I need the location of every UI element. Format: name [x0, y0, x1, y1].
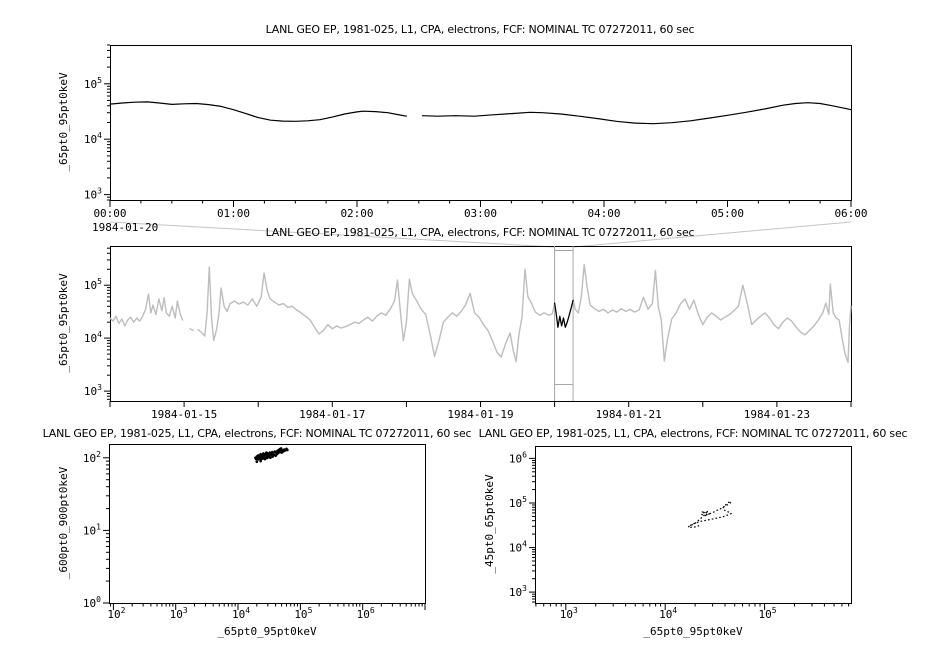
y-axis-label: _45pt0_65pt0keV	[483, 474, 496, 574]
tick-label: 105	[84, 76, 102, 91]
tick-label: 103	[84, 383, 102, 398]
series-highlighted-zoom-segment	[554, 299, 574, 328]
tick-label: 102	[107, 606, 125, 621]
plot-area[interactable]	[109, 444, 425, 603]
tick-label: 03:00	[464, 207, 497, 220]
tick-label: 104	[509, 540, 527, 555]
tick-label: 04:00	[587, 207, 620, 220]
tick-label: 1984-01-21	[596, 408, 662, 421]
chart-title: LANL GEO EP, 1981-025, L1, CPA, electron…	[266, 23, 695, 36]
x-axis-ticks	[110, 603, 426, 610]
y-axis-ticks	[104, 44, 110, 201]
tick-label: 105	[84, 277, 102, 292]
y-axis-ticks	[103, 457, 109, 604]
plot-area[interactable]	[535, 446, 851, 603]
chart-context-timeseries[interactable]: LANL GEO EP, 1981-025, L1, CPA, electron…	[57, 226, 852, 421]
x-axis-ticks	[109, 401, 852, 407]
tick-label: 106	[509, 450, 527, 465]
zoom-connector-lines	[109, 221, 852, 248]
series-flux-correlation-45-65keV	[687, 500, 733, 528]
series-electron-flux-65-95keV-context	[109, 263, 852, 363]
tick-label: 103	[170, 606, 188, 621]
x-axis-label: _65pt0_95pt0keV	[217, 625, 317, 638]
y-axis-ticks	[104, 247, 110, 400]
tick-label: 103	[509, 584, 527, 599]
chart-title: LANL GEO EP, 1981-025, L1, CPA, electron…	[479, 427, 908, 440]
tick-label: 1984-01-19	[447, 408, 513, 421]
plot-area[interactable]	[110, 45, 851, 200]
tick-label: 00:00	[93, 207, 126, 220]
tick-label: 102	[83, 450, 101, 465]
zoom-selection-box[interactable]	[554, 246, 574, 401]
y-axis-label: _600pt0_900pt0keV	[57, 466, 70, 579]
tick-label: 105	[294, 606, 312, 621]
y-axis-label: _65pt0_95pt0keV	[57, 72, 70, 172]
tick-label: 103	[560, 606, 578, 621]
plot-area[interactable]	[110, 246, 851, 401]
tick-label: 05:00	[711, 207, 744, 220]
chart-zoom-timeseries[interactable]: LANL GEO EP, 1981-025, L1, CPA, electron…	[57, 23, 868, 234]
tick-label: 1984-01-23	[744, 408, 810, 421]
x-axis-label: _65pt0_95pt0keV	[643, 625, 743, 638]
x-axis-ticks	[535, 603, 850, 610]
tick-label: 101	[83, 522, 101, 537]
plot-frame	[535, 446, 852, 604]
tick-label: 02:00	[340, 207, 373, 220]
chart-title: LANL GEO EP, 1981-025, L1, CPA, electron…	[266, 226, 695, 239]
connector-line-right	[573, 221, 852, 248]
tick-label: 100	[83, 595, 101, 610]
tick-label: 06:00	[834, 207, 867, 220]
tick-label: 104	[84, 330, 102, 345]
tick-label: 104	[659, 606, 677, 621]
tick-label: 1984-01-15	[151, 408, 217, 421]
chart-scatter-45-65[interactable]: LANL GEO EP, 1981-025, L1, CPA, electron…	[479, 427, 908, 638]
tick-label: 104	[232, 606, 250, 621]
y-axis-ticks	[529, 457, 535, 603]
tick-label: 105	[759, 606, 777, 621]
tick-label: 106	[357, 606, 375, 621]
chart-scatter-600-900[interactable]: LANL GEO EP, 1981-025, L1, CPA, electron…	[43, 427, 472, 638]
tick-label: 103	[84, 187, 102, 202]
tick-label: 1984-01-17	[299, 408, 365, 421]
x-axis-ticks	[109, 200, 852, 207]
series-flux-correlation-600-900keV	[254, 447, 289, 464]
y-axis-label: _65pt0_95pt0keV	[57, 273, 70, 373]
connector-line-left	[109, 221, 555, 248]
tick-label: 01:00	[217, 207, 250, 220]
tick-label: 104	[84, 131, 102, 146]
tick-label: 105	[509, 495, 527, 510]
date-label: 1984-01-20	[92, 221, 158, 234]
chart-title: LANL GEO EP, 1981-025, L1, CPA, electron…	[43, 427, 472, 440]
series-electron-flux-65-95keV	[109, 101, 852, 125]
